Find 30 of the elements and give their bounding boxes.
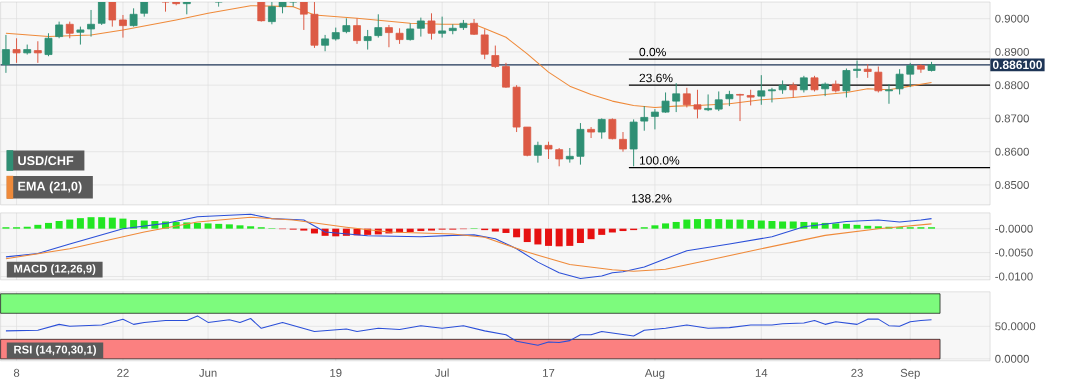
y-tick-label: -0.0100 bbox=[995, 272, 1033, 281]
x-tick-label: 23 bbox=[851, 368, 863, 377]
annotation: 0.0% bbox=[639, 47, 666, 57]
y-tick-label: 0.8700 bbox=[995, 114, 1029, 123]
x-tick-label: Sep bbox=[900, 368, 920, 380]
y-tick-label: 0.8800 bbox=[995, 81, 1029, 90]
x-tick-label: 14 bbox=[755, 369, 768, 377]
y-tick-label: 0.8600 bbox=[995, 147, 1029, 156]
x-tick-label: 8 bbox=[13, 368, 20, 377]
y-tick-label: -0.0050 bbox=[995, 248, 1033, 257]
annotation: 23.6% bbox=[639, 73, 673, 83]
x-tick-label: 22 bbox=[117, 368, 129, 377]
y-tick-label: 0.8900 bbox=[995, 48, 1029, 56]
y-tick-label: 0.0000 bbox=[995, 354, 1029, 363]
legend-label: EMA (21,0) bbox=[18, 181, 82, 194]
text: MACD (12,26,9) bbox=[14, 264, 96, 275]
x-tick-label: Jun bbox=[199, 369, 217, 377]
x-tick-label: 19 bbox=[330, 368, 342, 377]
annotation: 100.0% bbox=[639, 156, 680, 165]
x-tick-label: 17 bbox=[543, 369, 555, 377]
x-tick-label: Jul bbox=[435, 368, 449, 377]
y-tick-label: 0.9000 bbox=[995, 14, 1029, 23]
y-tick-label: 0.8500 bbox=[995, 181, 1029, 190]
x-tick-label: Aug bbox=[644, 369, 665, 380]
ref-line-label: 0.886100 bbox=[992, 60, 1042, 70]
legend-label: USD/CHF bbox=[18, 155, 74, 166]
y-tick-label: -0.0000 bbox=[995, 224, 1033, 233]
text: RSI (14,70,30,1) bbox=[14, 345, 96, 356]
y-tick-label: 50.0000 bbox=[995, 322, 1036, 331]
annotation: 138.2% bbox=[632, 194, 672, 203]
